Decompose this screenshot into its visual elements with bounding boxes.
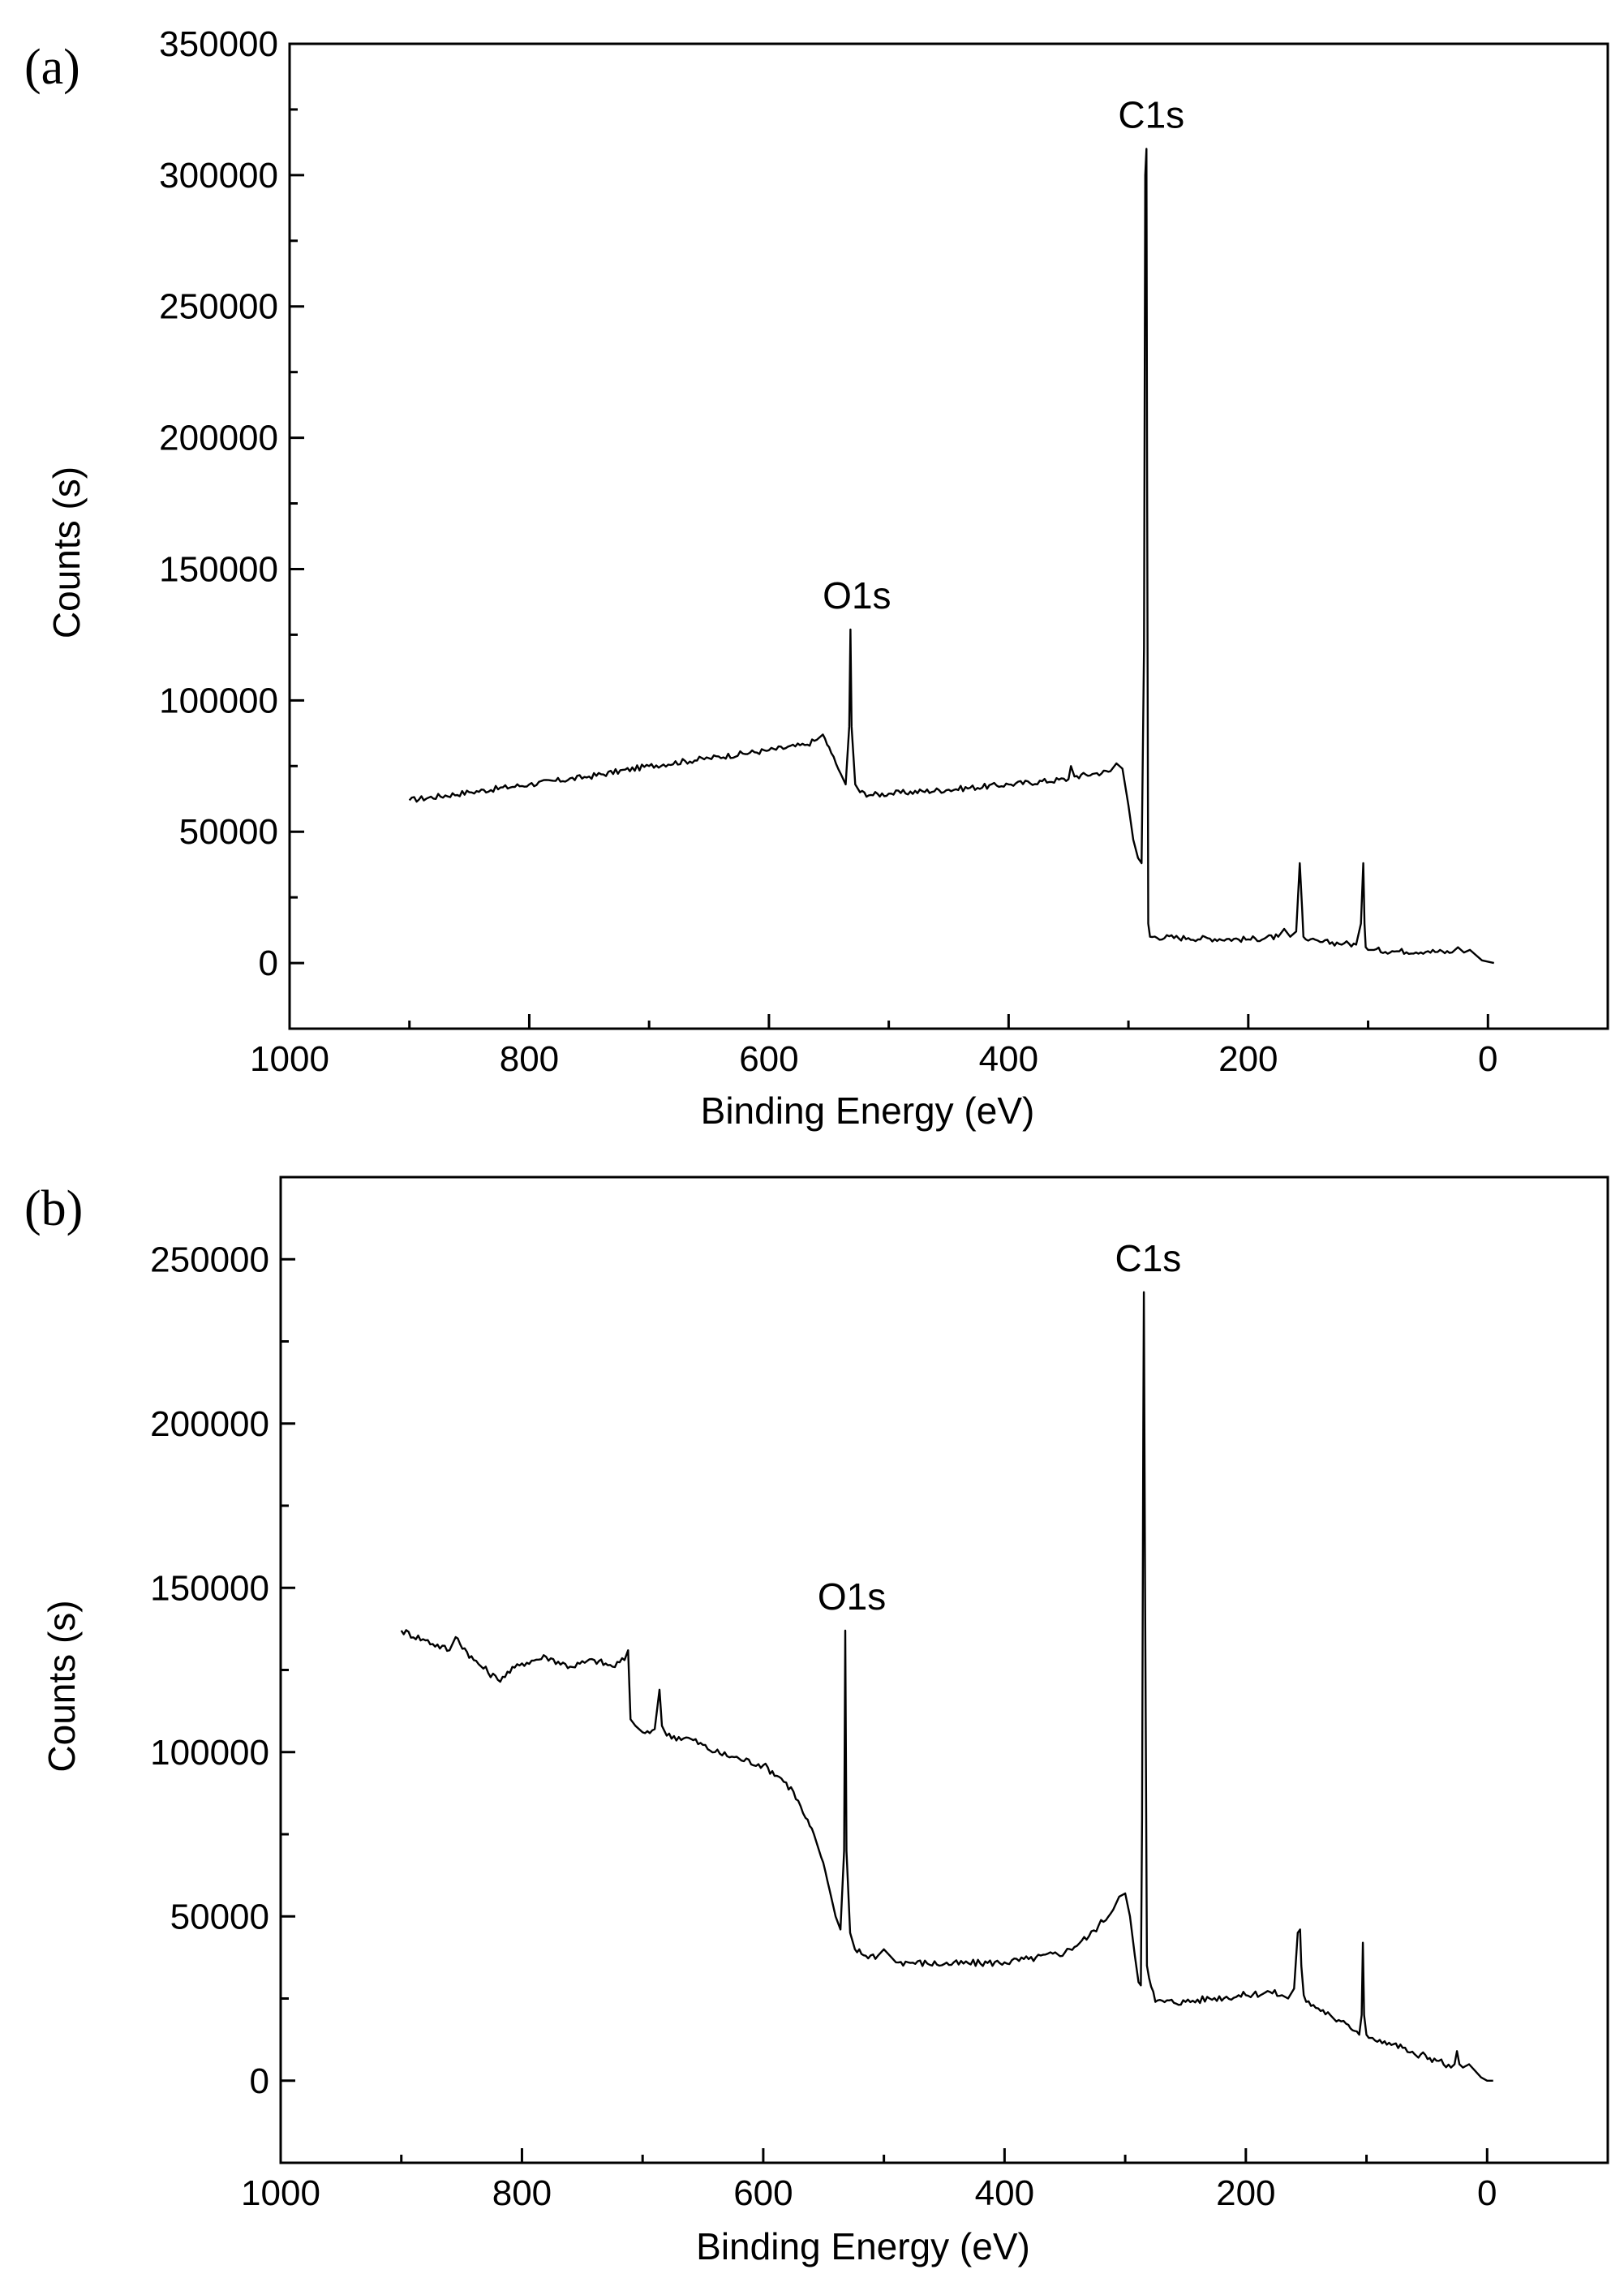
panel-b-peak-label-c1s: C1s (1115, 1237, 1181, 1279)
panel-b-y-axis-title: Counts (s) (41, 1600, 83, 1772)
panel-b-spectrum-line (400, 1291, 1493, 2082)
panel-a-x-axis-title: Binding Energy (eV) (701, 1090, 1035, 1132)
panel-b-x-tick-label: 400 (975, 2173, 1034, 2213)
panel-b-y-tick-label: 200000 (150, 1404, 269, 1444)
panel-a-x-tick-label: 600 (739, 1039, 798, 1079)
panel-b-y-tick-label: 100000 (150, 1733, 269, 1773)
panel-a-spectrum-line (408, 148, 1494, 965)
panel-a-x-tick-label: 400 (979, 1039, 1038, 1079)
panel-a-y-tick-label: 150000 (159, 549, 278, 589)
panel-a-y-tick-label: 250000 (159, 287, 278, 327)
panel-a-peak-label-c1s: C1s (1118, 93, 1184, 135)
panel-a-x-tick-label: 800 (500, 1039, 559, 1079)
panel-b-y-tick-label: 150000 (150, 1568, 269, 1608)
panel-b-x-tick-label: 1000 (241, 2173, 320, 2213)
panel-a-y-tick-label: 200000 (159, 419, 278, 458)
panel-a-plot-frame (288, 42, 1609, 1030)
panel-a-y-tick-label: 0 (259, 943, 278, 983)
panel-a-x-tick-label: 0 (1478, 1039, 1497, 1079)
panel-b-peak-label-o1s: O1s (818, 1575, 886, 1618)
panel-b-x-tick-label: 200 (1216, 2173, 1275, 2213)
panel-b-x-axis-title: Binding Energy (eV) (696, 2225, 1030, 2267)
panel-b-x-tick-label: 800 (492, 2173, 552, 2213)
panel-b-panel-label: (b) (24, 1181, 83, 1236)
panel-b-x-tick-label: 0 (1477, 2173, 1497, 2213)
panel-b-x-tick-label: 600 (733, 2173, 793, 2213)
panel-b-y-tick-label: 250000 (150, 1240, 269, 1279)
panel-a-y-tick-label: 350000 (159, 24, 278, 64)
panel-b-chart: 1000 800 600 400 200 0 0 50000 100000 150000 20000… (24, 1176, 1609, 2267)
panel-a-x-tick-label: 1000 (250, 1039, 329, 1079)
panel-a-y-tick-label: 100000 (159, 681, 278, 720)
panel-a-panel-label: (a) (24, 40, 80, 95)
panel-a-y-axis-title: Counts (s) (45, 466, 88, 638)
panel-a-y-tick-label: 300000 (159, 156, 278, 196)
panel-a-y-tick-label: 50000 (179, 812, 278, 852)
panel-a-peak-label-o1s: O1s (823, 574, 891, 617)
panel-b-y-tick-label: 0 (250, 2061, 269, 2101)
panel-a-chart: 1000 800 600 400 200 0 0 50000 100000 150000 20000… (24, 24, 1609, 1132)
panel-b-y-tick-label: 50000 (170, 1897, 269, 1936)
panel-a-x-tick-label: 200 (1218, 1039, 1278, 1079)
panel-b-plot-frame (279, 1176, 1609, 2164)
